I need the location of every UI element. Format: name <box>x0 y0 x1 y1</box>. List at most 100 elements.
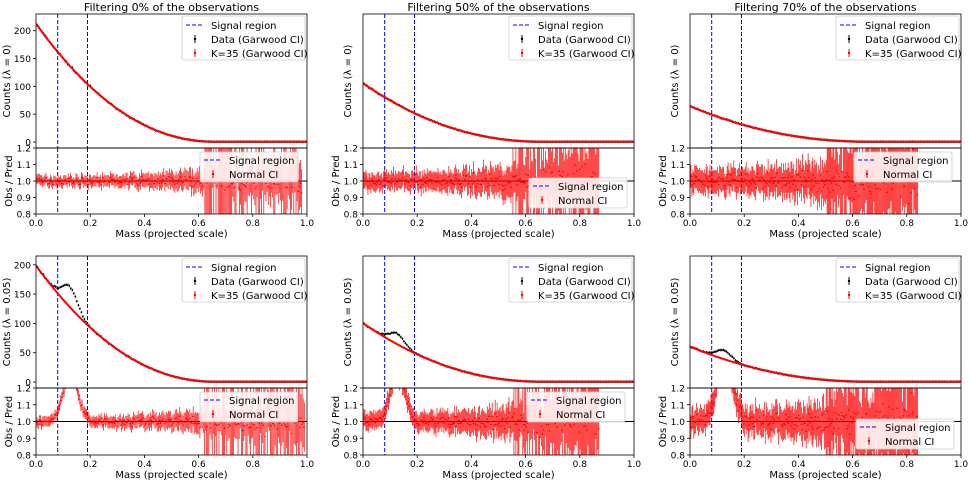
ratio-point <box>696 178 699 181</box>
ratio-point <box>848 175 850 178</box>
ratio-point <box>184 421 187 423</box>
ratio-point <box>501 418 503 421</box>
ratio-point <box>735 186 738 189</box>
ratio-point <box>38 178 41 180</box>
ratio-point <box>475 428 478 431</box>
ratio-point <box>166 420 169 423</box>
ratio-point <box>90 182 93 184</box>
ratio-point <box>132 417 135 420</box>
ratio-point <box>734 393 737 396</box>
ratio-point <box>487 182 490 184</box>
ratio-point <box>162 417 164 420</box>
ratio-point <box>842 170 845 173</box>
ratio-point <box>809 180 811 183</box>
ratio-point <box>470 179 473 182</box>
ratio-point <box>463 178 466 181</box>
ratio-point <box>694 420 697 423</box>
model-curve <box>690 345 961 383</box>
ratio-point <box>493 184 496 187</box>
ratio-legend: Signal region Normal CI <box>199 151 299 183</box>
ratio-point <box>298 185 301 188</box>
ratio-point <box>512 415 514 418</box>
ratio-point <box>899 195 902 197</box>
ratio-point <box>438 181 440 183</box>
ratio-point <box>424 181 426 184</box>
data-point <box>381 332 384 335</box>
ratio-point <box>490 423 493 426</box>
ratio-point <box>789 186 791 189</box>
ratio-point <box>777 181 780 183</box>
ratio-point <box>812 174 814 176</box>
legend-data-label: Data (Garwood CI) <box>538 277 631 288</box>
ratio-point <box>846 172 848 174</box>
ratio-point <box>495 180 497 183</box>
ratio-point <box>435 426 437 428</box>
ratio-point <box>58 181 61 183</box>
ratio-point <box>424 420 426 422</box>
legend-signal-label: Signal region <box>211 263 277 274</box>
ratio-point <box>474 185 477 188</box>
ratio-point <box>239 189 242 191</box>
ratio-point <box>59 399 62 402</box>
ratio-point <box>718 176 721 178</box>
ratio-point <box>422 183 424 186</box>
y-axis-label: Counts (λ = 0) <box>343 44 354 117</box>
ratio-point <box>86 417 89 420</box>
ratio-legend-normal-marker <box>865 172 869 176</box>
ratio-point <box>379 417 382 420</box>
ratio-point <box>490 177 493 180</box>
ratio-point <box>171 424 173 427</box>
ratio-point <box>494 177 496 180</box>
ratio-point <box>710 181 712 184</box>
ratio-legend-normal-marker <box>538 412 542 416</box>
ratio-point <box>850 180 852 183</box>
ratio-point <box>836 172 839 175</box>
ratio-point <box>151 415 154 418</box>
ratio-legend-normal-label: Normal CI <box>883 170 932 181</box>
ratio-point <box>121 180 124 182</box>
data-point <box>66 283 69 286</box>
ratio-point <box>273 423 275 426</box>
ratio-point <box>391 180 394 182</box>
ratio-point <box>505 183 507 186</box>
ratio-point <box>476 424 479 426</box>
legend-model-marker <box>193 293 197 297</box>
data-point <box>731 355 734 358</box>
ratio-point <box>126 178 128 180</box>
ratio-point <box>474 423 477 425</box>
data-point <box>389 332 392 335</box>
data-point <box>387 332 390 335</box>
ratio-y-tick-label: 0.9 <box>671 194 686 204</box>
ratio-point <box>822 186 825 188</box>
data-point <box>65 283 68 286</box>
ratio-point <box>434 422 436 425</box>
ratio-point <box>438 421 440 423</box>
x-tick-label: 0.0 <box>29 219 44 229</box>
ratio-point <box>395 376 397 378</box>
data-point <box>736 360 738 363</box>
ratio-point <box>697 423 700 425</box>
ratio-point <box>408 181 411 184</box>
ratio-point <box>749 181 751 184</box>
data-point <box>406 344 408 346</box>
legend-signal-label: Signal region <box>538 21 604 32</box>
ratio-point <box>518 179 520 182</box>
ratio-point <box>820 189 823 192</box>
ratio-point <box>719 370 721 372</box>
ratio-point <box>274 425 276 427</box>
ratio-point <box>761 177 764 180</box>
ratio-point <box>725 363 727 365</box>
ratio-point <box>793 178 795 181</box>
ratio-point <box>256 426 258 429</box>
ratio-point <box>576 170 578 172</box>
ratio-point <box>62 392 64 395</box>
ratio-point <box>177 181 180 183</box>
ratio-point <box>457 179 460 181</box>
ratio-point <box>53 417 55 419</box>
ratio-point <box>500 179 502 182</box>
ratio-point <box>916 193 919 196</box>
ratio-point <box>36 421 38 424</box>
ratio-point <box>886 191 888 193</box>
ratio-point <box>729 183 731 186</box>
ratio-point <box>506 179 508 182</box>
